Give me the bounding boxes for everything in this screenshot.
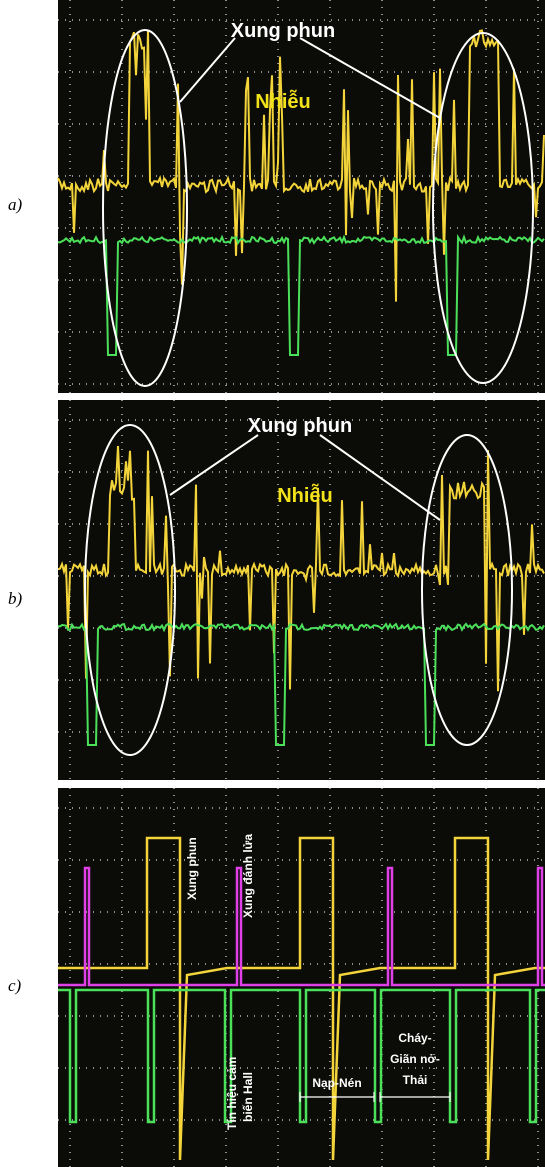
panel-label: a) <box>8 195 23 214</box>
figure: a) b) c) Xung phun Nhiễu Xung phun Nhiễu… <box>0 0 545 1167</box>
annotation: Xung đánh lửa <box>241 834 255 918</box>
scope-panel-c <box>58 788 545 1167</box>
scope-panel-a <box>58 0 545 393</box>
annotation: Nạp-Nén <box>312 1076 361 1090</box>
annotation: Tín hiệu cảm <box>225 1057 239 1130</box>
annotation: Thải <box>403 1073 428 1087</box>
annotation: Cháy- <box>398 1031 431 1045</box>
annotation: Giãn nở- <box>390 1052 440 1066</box>
panel-label: c) <box>8 976 22 995</box>
annotation: Xung phun <box>185 837 199 900</box>
annotation: Nhiễu <box>255 89 311 113</box>
annotation: Xung phun <box>231 20 335 42</box>
annotation: biến Hall <box>241 1072 255 1122</box>
annotation: Nhiễu <box>277 483 333 507</box>
panel-label: b) <box>8 589 23 608</box>
annotation: Xung phun <box>248 415 352 437</box>
